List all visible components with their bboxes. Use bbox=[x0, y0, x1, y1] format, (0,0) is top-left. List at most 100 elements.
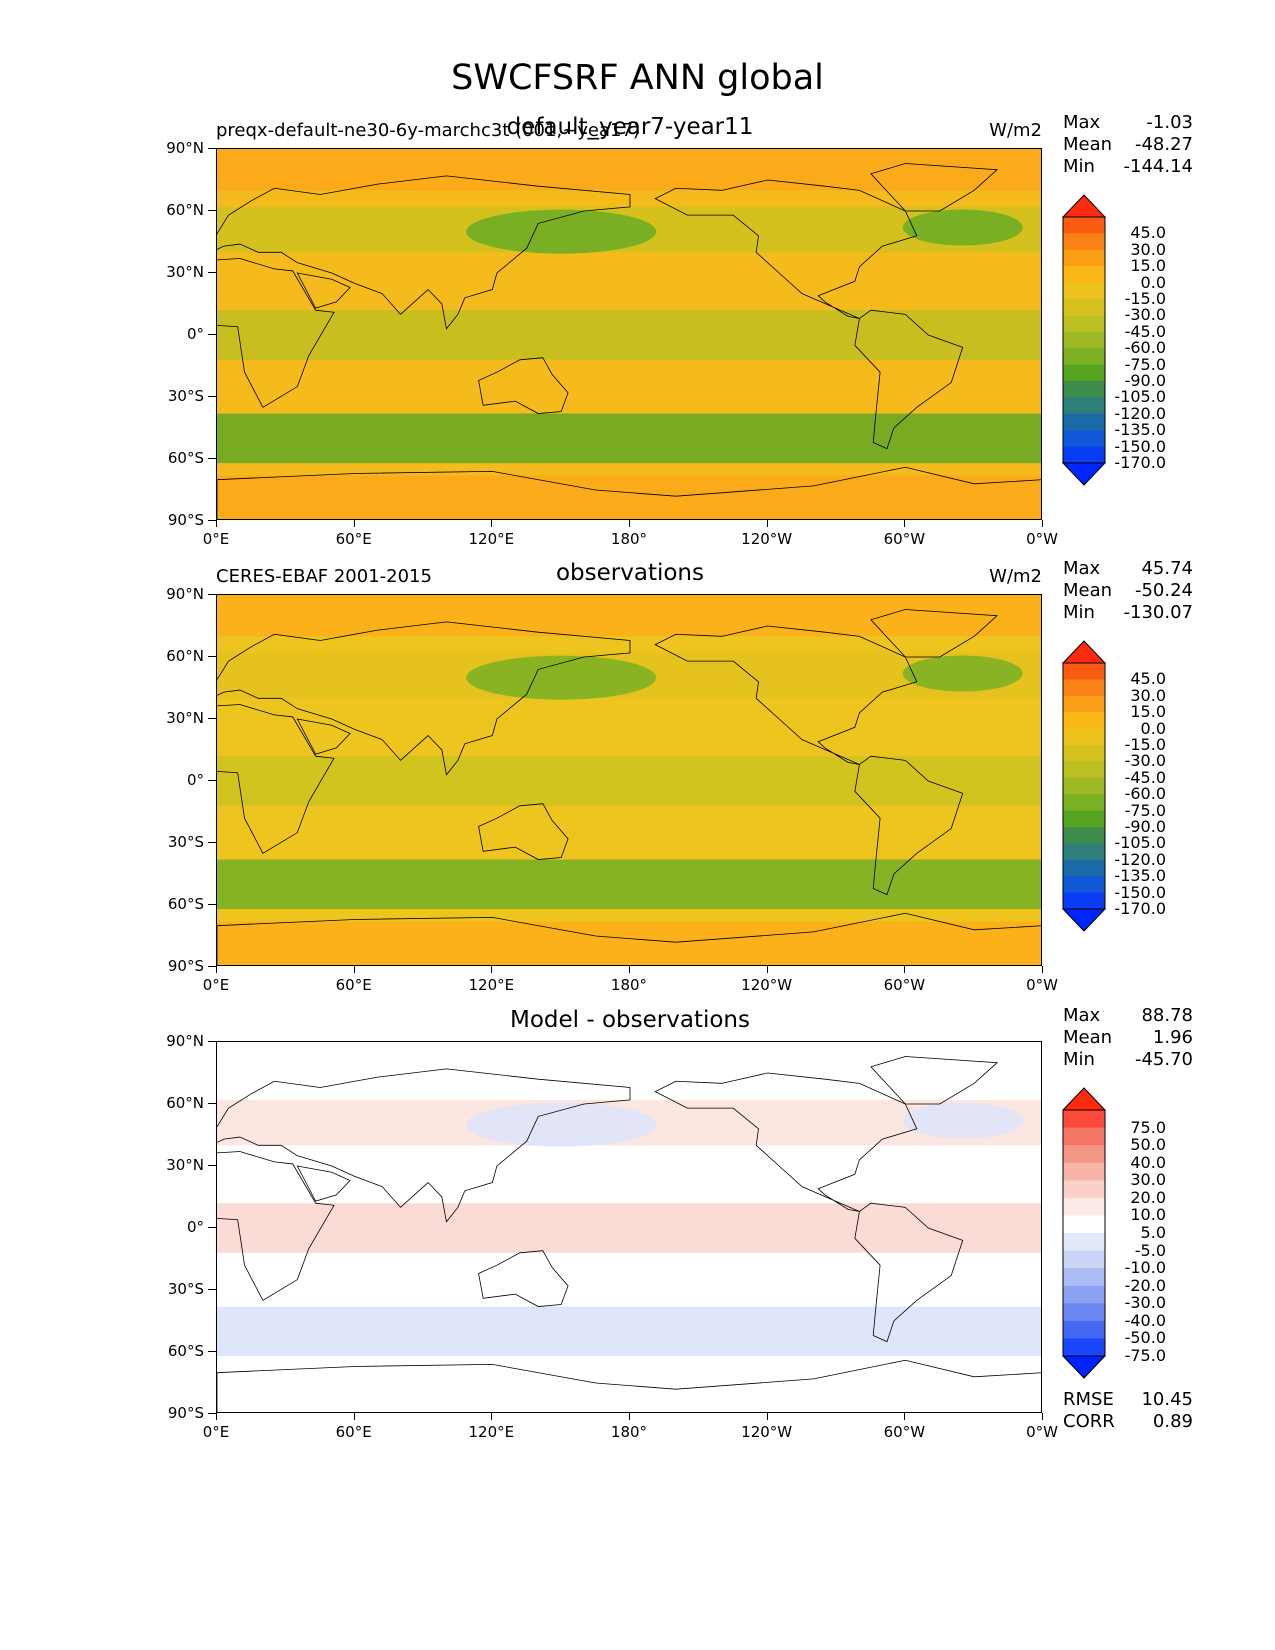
panel-units: W/m2 bbox=[989, 120, 1042, 141]
coastline-6 bbox=[870, 1056, 999, 1105]
stat-label: Mean bbox=[1063, 1027, 1113, 1048]
colorbar-top-extend bbox=[1061, 640, 1107, 664]
lon-tick-label: 120°E bbox=[468, 976, 515, 994]
colorbar-level-label: 10.0 bbox=[1130, 1205, 1166, 1225]
lat-tick-label: 90°S bbox=[167, 957, 204, 975]
colorbar-segment bbox=[1063, 413, 1105, 431]
colorbar-graphic bbox=[1061, 194, 1107, 486]
stat-value: -45.70 bbox=[1134, 1049, 1193, 1070]
panel-left-label: preqx-default-ne30-6y-marchc3t (001,~yea… bbox=[216, 120, 640, 141]
stat-row-max: Max 45.74 bbox=[1063, 558, 1193, 580]
colorbar-segment bbox=[1063, 794, 1105, 812]
colorbar-level-label: 30.0 bbox=[1130, 1170, 1166, 1190]
coastline-7 bbox=[217, 1359, 1041, 1412]
colorbar-segment bbox=[1063, 430, 1105, 448]
colorbar-level-label: -60.0 bbox=[1124, 784, 1166, 804]
coastline-5 bbox=[854, 755, 964, 896]
colorbar-level-label: 75.0 bbox=[1130, 1117, 1166, 1137]
lon-tick-mark bbox=[491, 966, 493, 973]
colorbar-segment bbox=[1063, 695, 1105, 713]
lat-tick-mark bbox=[208, 904, 216, 905]
colorbar-level-label: -75.0 bbox=[1124, 800, 1166, 820]
colorbar-segment bbox=[1063, 1338, 1105, 1357]
coastline-5 bbox=[854, 1202, 964, 1343]
lat-tick-label: 0° bbox=[186, 325, 204, 343]
colorbar-segment bbox=[1063, 249, 1105, 267]
lon-tick-label: 120°E bbox=[468, 530, 515, 548]
stat-label: Max bbox=[1063, 112, 1101, 133]
coastline-2 bbox=[296, 1165, 351, 1202]
lat-tick-label: 60°N bbox=[166, 1094, 204, 1112]
coastline-1 bbox=[217, 621, 631, 776]
colorbar-segment bbox=[1063, 1197, 1105, 1216]
colorbar-segment bbox=[1063, 1162, 1105, 1181]
lat-tick-mark bbox=[208, 334, 216, 335]
colorbar-level-label: -40.0 bbox=[1124, 1310, 1166, 1330]
stat-row-max: Max -1.03 bbox=[1063, 112, 1193, 134]
coastline-4 bbox=[654, 179, 918, 319]
colorbar-graphic bbox=[1061, 1087, 1107, 1379]
southern-storm-track-band bbox=[217, 859, 1041, 910]
lat-tick-mark bbox=[208, 1289, 216, 1290]
colorbar-level-label: -120.0 bbox=[1114, 849, 1166, 869]
colorbar-segment bbox=[1063, 859, 1105, 877]
tropical-band bbox=[217, 310, 1041, 360]
colorbar-segment bbox=[1063, 810, 1105, 828]
stat-label: Mean bbox=[1063, 134, 1113, 155]
colorbar-level-label: -75.0 bbox=[1124, 354, 1166, 374]
tropical-band bbox=[217, 756, 1041, 806]
lon-tick-mark bbox=[904, 520, 906, 527]
lon-tick-mark bbox=[629, 1413, 630, 1420]
colorbar-segment bbox=[1063, 1145, 1105, 1164]
lat-tick-mark bbox=[208, 1041, 216, 1042]
colorbar-level-label: 40.0 bbox=[1130, 1152, 1166, 1172]
lon-tick-mark bbox=[629, 520, 630, 527]
colorbar-level-label: -90.0 bbox=[1124, 371, 1166, 390]
lon-tick-label: 0°E bbox=[202, 976, 230, 994]
lat-tick-mark bbox=[208, 520, 216, 521]
lat-tick-mark bbox=[208, 594, 216, 595]
stat-value: 45.74 bbox=[1141, 558, 1193, 579]
colorbar-level-label: -135.0 bbox=[1114, 866, 1166, 886]
lon-tick-label: 0°E bbox=[202, 1423, 230, 1441]
lat-tick-label: 90°S bbox=[167, 1404, 204, 1422]
north-atlantic-patch bbox=[902, 655, 1023, 692]
stat-row-mean: Mean -48.27 bbox=[1063, 134, 1193, 156]
coastline-5 bbox=[854, 309, 964, 450]
lat-tick-label: 0° bbox=[186, 771, 204, 789]
colorbar-segment bbox=[1063, 381, 1105, 398]
stat-label: Min bbox=[1063, 602, 1095, 623]
lon-tick-label: 60°W bbox=[883, 976, 926, 994]
lat-tick-label: 90°S bbox=[167, 511, 204, 529]
stat-value: -144.14 bbox=[1123, 156, 1193, 177]
colorbar-level-label: -10.0 bbox=[1124, 1258, 1166, 1278]
lat-tick-mark bbox=[208, 966, 216, 967]
colorbar-segment bbox=[1063, 348, 1105, 366]
lon-tick-mark bbox=[1042, 966, 1043, 973]
colorbar-level-label: 20.0 bbox=[1130, 1187, 1166, 1207]
lon-tick-label: 0°W bbox=[1026, 976, 1058, 994]
lon-tick-mark bbox=[216, 520, 217, 527]
stat-label: Max bbox=[1063, 1005, 1101, 1026]
colorbar-level-label: -120.0 bbox=[1114, 403, 1166, 423]
colorbar-segment bbox=[1063, 843, 1105, 861]
lat-tick-mark bbox=[208, 1227, 216, 1228]
colorbar-level-label: 15.0 bbox=[1130, 702, 1166, 722]
colorbar-level-label: -50.0 bbox=[1124, 1328, 1166, 1348]
stat-label: Max bbox=[1063, 558, 1101, 579]
colorbar-segment bbox=[1063, 266, 1105, 284]
lat-tick-label: 30°S bbox=[167, 387, 204, 405]
panel-stats: Max -1.03 Mean -48.27 Min -144.14 bbox=[1063, 112, 1193, 178]
colorbar-top-extend bbox=[1061, 1087, 1107, 1111]
colorbar-level-label: 45.0 bbox=[1130, 669, 1166, 689]
north-atlantic-patch bbox=[902, 1102, 1023, 1139]
stat-value: -130.07 bbox=[1123, 602, 1193, 623]
arctic-band bbox=[217, 149, 1041, 191]
colorbar-level-label: -135.0 bbox=[1114, 420, 1166, 440]
map-plot bbox=[216, 594, 1042, 966]
lon-tick-mark bbox=[491, 520, 493, 527]
panel-stats: Max 45.74 Mean -50.24 Min -130.07 bbox=[1063, 558, 1193, 624]
colorbar-level-label: -30.0 bbox=[1124, 751, 1166, 771]
colorbar-level-label: 50.0 bbox=[1130, 1135, 1166, 1155]
colorbar-segment bbox=[1063, 745, 1105, 762]
